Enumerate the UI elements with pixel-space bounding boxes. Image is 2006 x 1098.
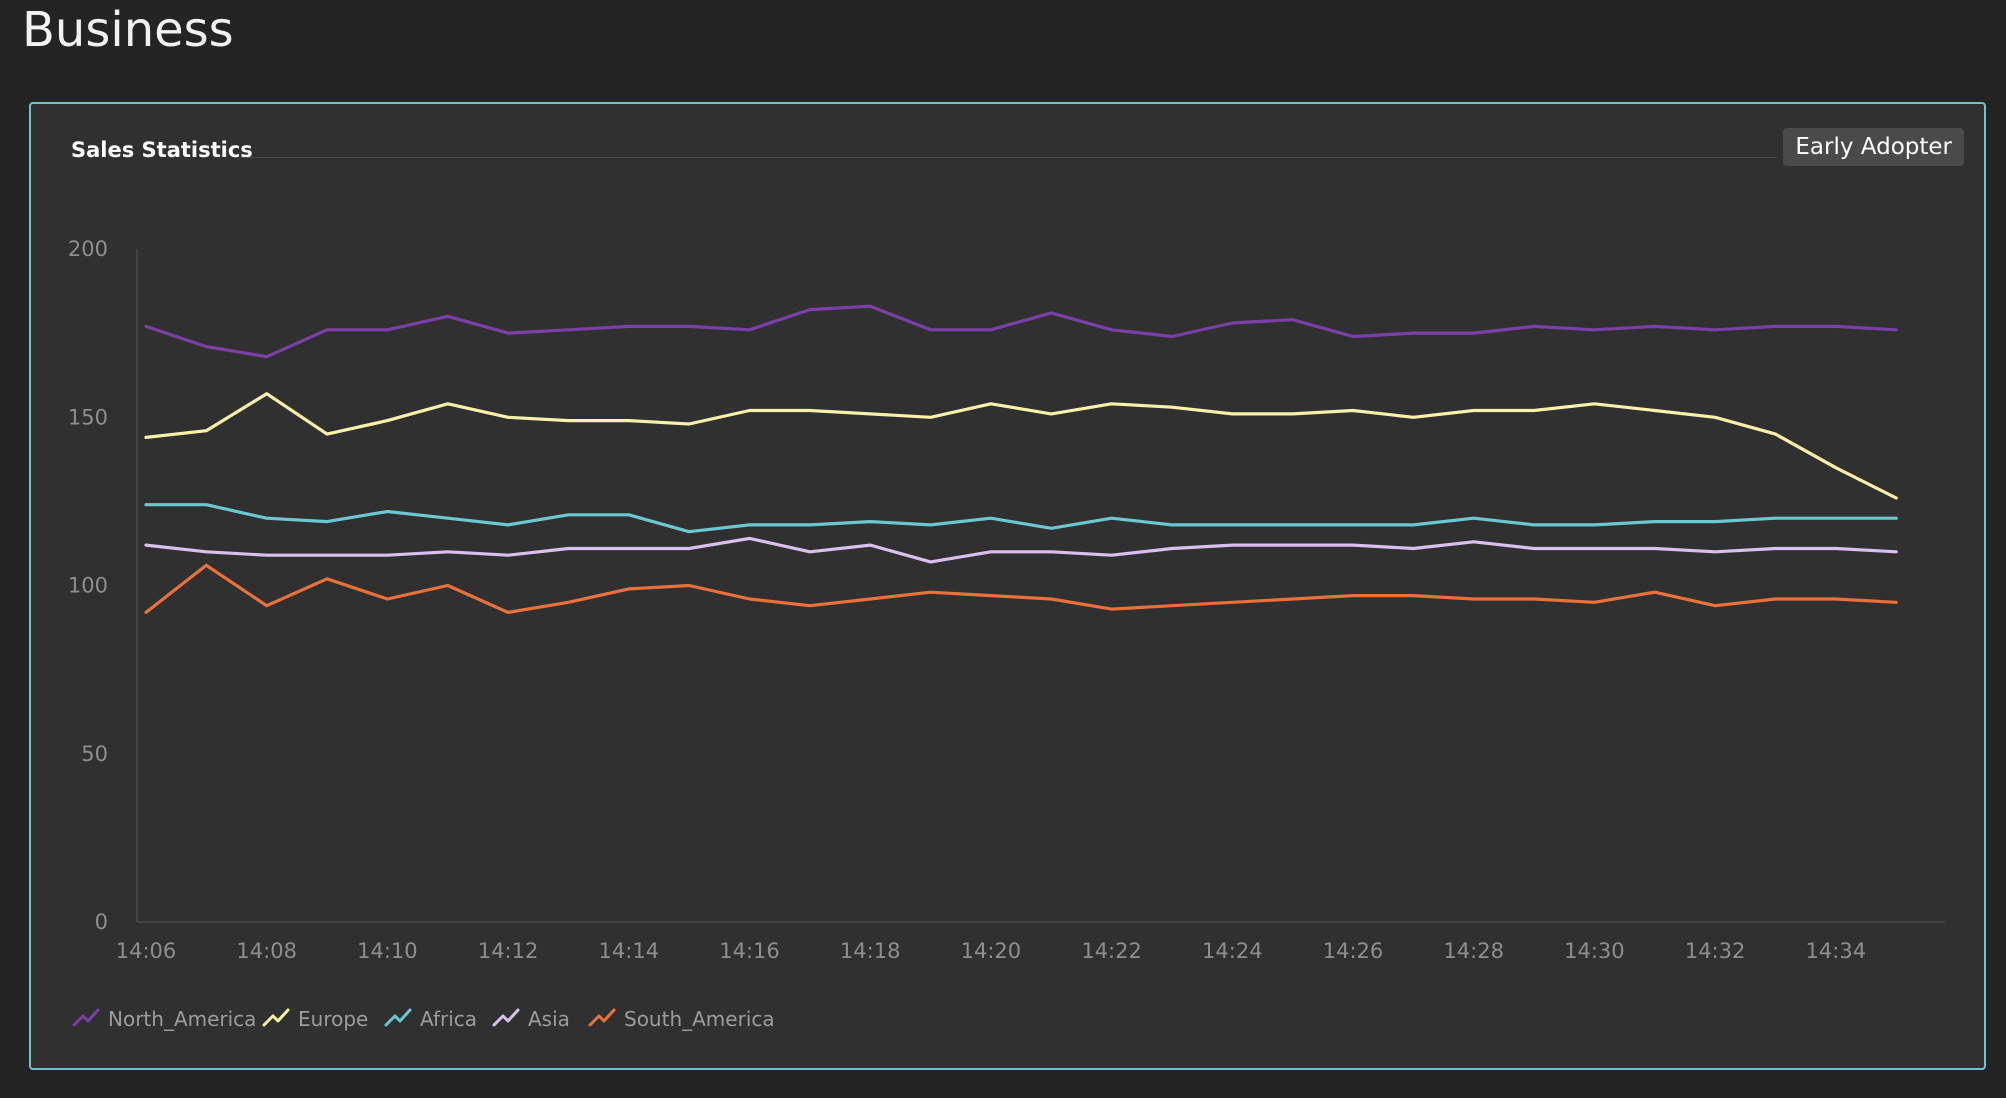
y-tick-label: 200 bbox=[68, 237, 108, 261]
x-tick-label: 14:22 bbox=[1081, 939, 1142, 963]
x-tick-label: 14:28 bbox=[1443, 939, 1504, 963]
series-line-north-america[interactable] bbox=[144, 304, 1898, 359]
x-tick-label: 14:18 bbox=[840, 939, 901, 963]
series-line-asia[interactable] bbox=[144, 536, 1898, 564]
x-tick-label: 14:26 bbox=[1323, 939, 1384, 963]
early-adopter-badge: Early Adopter bbox=[1783, 128, 1964, 166]
legend-swatch-icon bbox=[492, 1008, 520, 1027]
legend-item-south-america[interactable]: South_America bbox=[588, 1007, 775, 1031]
y-tick-label: 150 bbox=[68, 405, 108, 429]
legend-swatch-icon bbox=[588, 1008, 616, 1027]
x-tick-label: 14:20 bbox=[961, 939, 1022, 963]
legend-swatch-icon bbox=[262, 1008, 290, 1027]
chart-legend: North_America Europe Africa Asia South_Ameri… bbox=[72, 1007, 775, 1031]
legend-label: Asia bbox=[528, 1007, 570, 1031]
y-tick-label: 50 bbox=[81, 742, 108, 766]
x-tick-label: 14:14 bbox=[599, 939, 660, 963]
y-tick-label: 100 bbox=[68, 574, 108, 598]
y-tick-label: 0 bbox=[95, 910, 108, 934]
sales-statistics-panel: Sales Statistics Early Adopter bbox=[29, 102, 1986, 1070]
title-divider bbox=[241, 157, 1777, 158]
panel-title: Sales Statistics bbox=[71, 138, 253, 162]
series-line-south-america[interactable] bbox=[144, 563, 1898, 615]
page-title: Business bbox=[22, 2, 234, 58]
x-tick-label: 14:32 bbox=[1685, 939, 1746, 963]
x-tick-label: 14:10 bbox=[357, 939, 418, 963]
x-tick-label: 14:30 bbox=[1564, 939, 1625, 963]
x-tick-label: 14:06 bbox=[116, 939, 177, 963]
legend-label: Africa bbox=[420, 1007, 477, 1031]
chart-axes: 0 50 100 150 200 14:06 14:08 14:10 14:12 14:14 14:… bbox=[68, 237, 1945, 963]
legend-item-north-america[interactable]: North_America bbox=[72, 1007, 256, 1031]
legend-label: North_America bbox=[108, 1007, 256, 1031]
legend-label: South_America bbox=[624, 1007, 775, 1031]
x-tick-label: 14:34 bbox=[1806, 939, 1867, 963]
x-tick-label: 14:12 bbox=[478, 939, 539, 963]
chart-lines bbox=[144, 304, 1898, 615]
x-tick-label: 14:24 bbox=[1202, 939, 1263, 963]
legend-label: Europe bbox=[298, 1007, 368, 1031]
legend-item-asia[interactable]: Asia bbox=[492, 1007, 570, 1031]
legend-swatch-icon bbox=[384, 1008, 412, 1027]
x-tick-label: 14:08 bbox=[236, 939, 297, 963]
x-tick-label: 14:16 bbox=[719, 939, 780, 963]
legend-item-africa[interactable]: Africa bbox=[384, 1007, 477, 1031]
legend-item-europe[interactable]: Europe bbox=[262, 1007, 368, 1031]
series-line-africa[interactable] bbox=[144, 503, 1898, 534]
series-line-europe[interactable] bbox=[144, 392, 1898, 500]
legend-swatch-icon bbox=[72, 1008, 100, 1027]
